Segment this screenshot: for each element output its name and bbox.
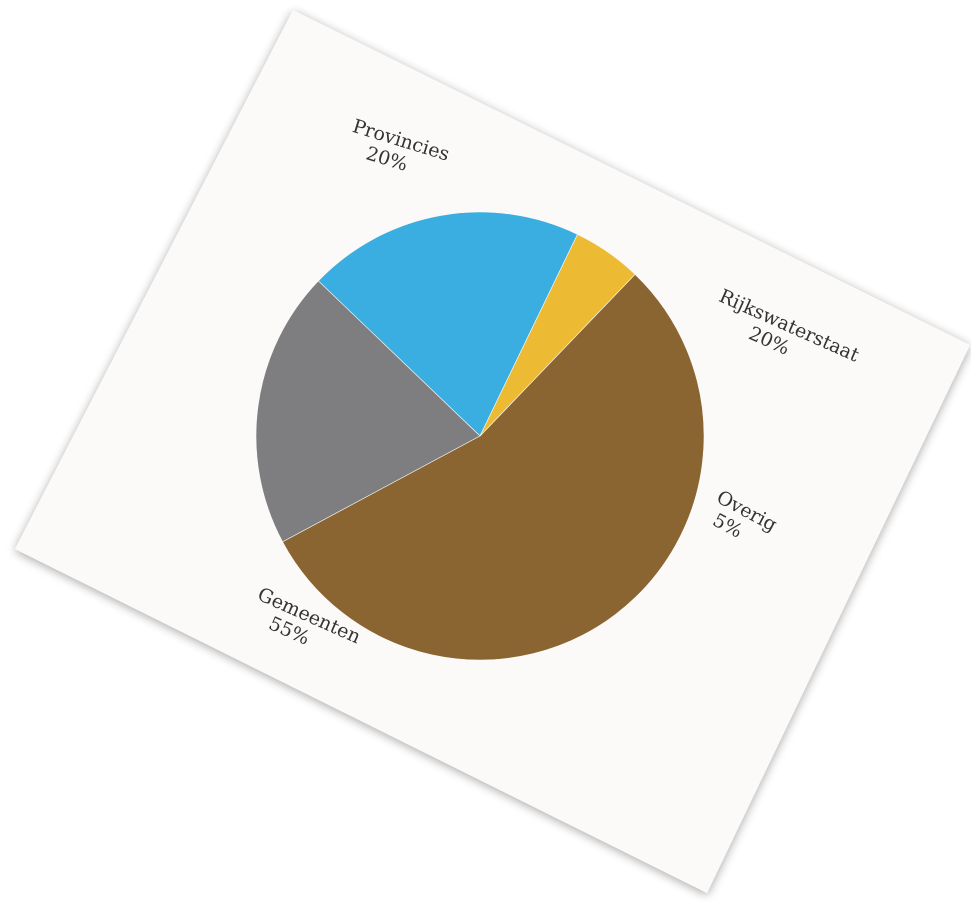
pie-slice-provincies [255,280,481,543]
pie-slice-gemeenten [282,273,705,661]
pie-slice-rijkswaterstaat [317,211,578,437]
pie-chart [255,211,705,661]
pie-slice-overig [479,233,636,437]
